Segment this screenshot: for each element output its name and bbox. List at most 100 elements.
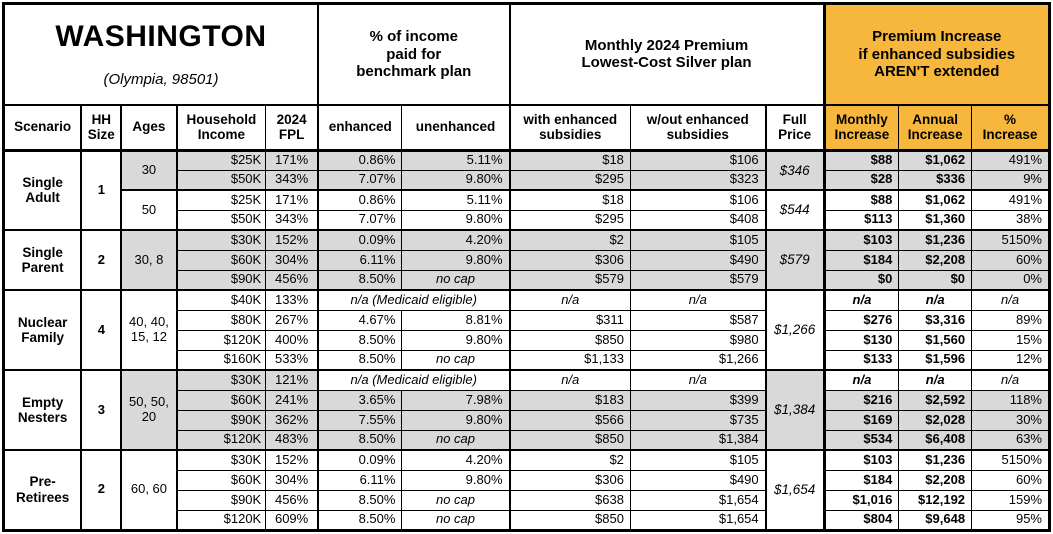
household-income-cell: $25K <box>175 189 267 211</box>
unenhanced-pct-cell: 4.20% <box>401 229 511 251</box>
annual-increase-cell: $0 <box>898 269 973 291</box>
col-header-enhanced: enhanced <box>316 104 403 152</box>
enhanced-pct-cell: 0.86% <box>316 189 403 211</box>
enhanced-pct-cell: 8.50% <box>316 329 403 351</box>
annual-increase-cell: $9,648 <box>898 509 973 531</box>
enhanced-pct-cell: 8.50% <box>316 349 403 371</box>
fpl-cell: 483% <box>265 429 319 451</box>
unenhanced-pct-cell: 8.81% <box>401 309 511 331</box>
monthly-increase-cell: $184 <box>822 249 900 271</box>
state-title-cell: WASHINGTON (Olympia, 98501) <box>2 2 319 106</box>
pct-increase-cell: 9% <box>971 169 1050 191</box>
monthly-increase-cell: $534 <box>822 429 900 451</box>
col-header-full-price: Full Price <box>764 104 825 152</box>
wout-subsidies-premium-cell: $735 <box>629 409 767 431</box>
scenario-cell: Pre- Retirees <box>3 449 82 531</box>
annual-increase-cell: $2,208 <box>898 469 973 491</box>
unenhanced-pct-cell: no cap <box>401 349 511 371</box>
unenhanced-pct-cell: 9.80% <box>401 249 511 271</box>
with-subsidies-premium-cell: $850 <box>508 429 631 451</box>
with-subsidies-premium-cell: n/a <box>508 289 631 311</box>
fpl-cell: 171% <box>265 149 319 171</box>
wout-subsidies-premium-cell: $1,266 <box>629 349 767 371</box>
enhanced-pct-cell: 0.09% <box>316 229 403 251</box>
fpl-cell: 152% <box>265 229 319 251</box>
premium-group-header: Monthly 2024 Premium Lowest-Cost Silver … <box>508 2 825 106</box>
annual-increase-cell: $3,316 <box>898 309 973 331</box>
unenhanced-pct-cell: no cap <box>401 429 511 451</box>
household-income-cell: $30K <box>175 369 267 391</box>
pct-increase-cell: 5150% <box>971 229 1050 251</box>
household-income-cell: $160K <box>175 349 267 371</box>
wout-subsidies-premium-cell: $490 <box>629 469 767 491</box>
wout-subsidies-premium-cell: $490 <box>629 249 767 271</box>
unenhanced-pct-cell: 7.98% <box>401 389 511 411</box>
with-subsidies-premium-cell: $311 <box>508 309 631 331</box>
fpl-cell: 400% <box>265 329 319 351</box>
hh-size-cell: 1 <box>80 149 122 231</box>
household-income-cell: $90K <box>175 409 267 431</box>
monthly-increase-cell: n/a <box>822 289 900 311</box>
wout-subsidies-premium-cell: $323 <box>629 169 767 191</box>
full-price-cell: $544 <box>764 189 825 231</box>
wout-subsidies-premium-cell: $1,654 <box>629 489 767 511</box>
with-subsidies-premium-cell: $306 <box>508 469 631 491</box>
col-header-unenhanced: unenhanced <box>401 104 511 152</box>
fpl-cell: 304% <box>265 469 319 491</box>
wout-subsidies-premium-cell: $579 <box>629 269 767 291</box>
col-header-annual-increase: Annual Increase <box>898 104 973 152</box>
with-subsidies-premium-cell: $2 <box>508 229 631 251</box>
unenhanced-pct-cell: 9.80% <box>401 209 511 231</box>
unenhanced-pct-cell: no cap <box>401 489 511 511</box>
pct-increase-cell: 63% <box>971 429 1050 451</box>
full-price-cell: $579 <box>764 229 825 291</box>
unenhanced-pct-cell: 9.80% <box>401 329 511 351</box>
enhanced-pct-cell: 0.86% <box>316 149 403 171</box>
unenhanced-pct-cell: 9.80% <box>401 169 511 191</box>
household-income-cell: $120K <box>175 509 267 531</box>
scenario-cell: Empty Nesters <box>3 369 82 451</box>
enhanced-pct-cell: 6.11% <box>316 469 403 491</box>
household-income-cell: $30K <box>175 449 267 471</box>
wout-subsidies-premium-cell: $408 <box>629 209 767 231</box>
with-subsidies-premium-cell: $18 <box>508 189 631 211</box>
annual-increase-cell: $2,592 <box>898 389 973 411</box>
unenhanced-pct-cell: no cap <box>401 269 511 291</box>
col-header-household-income: Household Income <box>175 104 267 152</box>
with-subsidies-premium-cell: $2 <box>508 449 631 471</box>
full-price-cell: $346 <box>764 149 825 191</box>
state-name: WASHINGTON <box>55 19 267 53</box>
pct-increase-cell: 118% <box>971 389 1050 411</box>
increase-group-header: Premium Increase if enhanced subsidies A… <box>822 2 1051 106</box>
monthly-increase-cell: $28 <box>822 169 900 191</box>
annual-increase-cell: $1,596 <box>898 349 973 371</box>
monthly-increase-cell: $169 <box>822 409 900 431</box>
wout-subsidies-premium-cell: $1,654 <box>629 509 767 531</box>
col-header-scenario: Scenario <box>3 104 82 152</box>
monthly-increase-cell: $130 <box>822 329 900 351</box>
full-price-cell: $1,654 <box>764 449 825 531</box>
fpl-cell: 267% <box>265 309 319 331</box>
annual-increase-cell: $2,208 <box>898 249 973 271</box>
household-income-cell: $25K <box>175 149 267 171</box>
with-subsidies-premium-cell: $183 <box>508 389 631 411</box>
household-income-cell: $30K <box>175 229 267 251</box>
annual-increase-cell: $1,360 <box>898 209 973 231</box>
enhanced-pct-cell: 7.07% <box>316 169 403 191</box>
unenhanced-pct-cell: 5.11% <box>401 189 511 211</box>
benchmark-group-header: % of income paid for benchmark plan <box>316 2 511 106</box>
fpl-cell: 456% <box>265 489 319 511</box>
fpl-cell: 241% <box>265 389 319 411</box>
unenhanced-pct-cell: 5.11% <box>401 149 511 171</box>
fpl-cell: 343% <box>265 209 319 231</box>
full-price-cell: $1,266 <box>764 289 825 371</box>
monthly-increase-cell: $88 <box>822 189 900 211</box>
monthly-increase-cell: $103 <box>822 229 900 251</box>
wout-subsidies-premium-cell: $105 <box>629 449 767 471</box>
hh-size-cell: 2 <box>80 229 122 291</box>
household-income-cell: $120K <box>175 329 267 351</box>
wout-subsidies-premium-cell: n/a <box>629 369 767 391</box>
with-subsidies-premium-cell: $295 <box>508 169 631 191</box>
with-subsidies-premium-cell: $638 <box>508 489 631 511</box>
